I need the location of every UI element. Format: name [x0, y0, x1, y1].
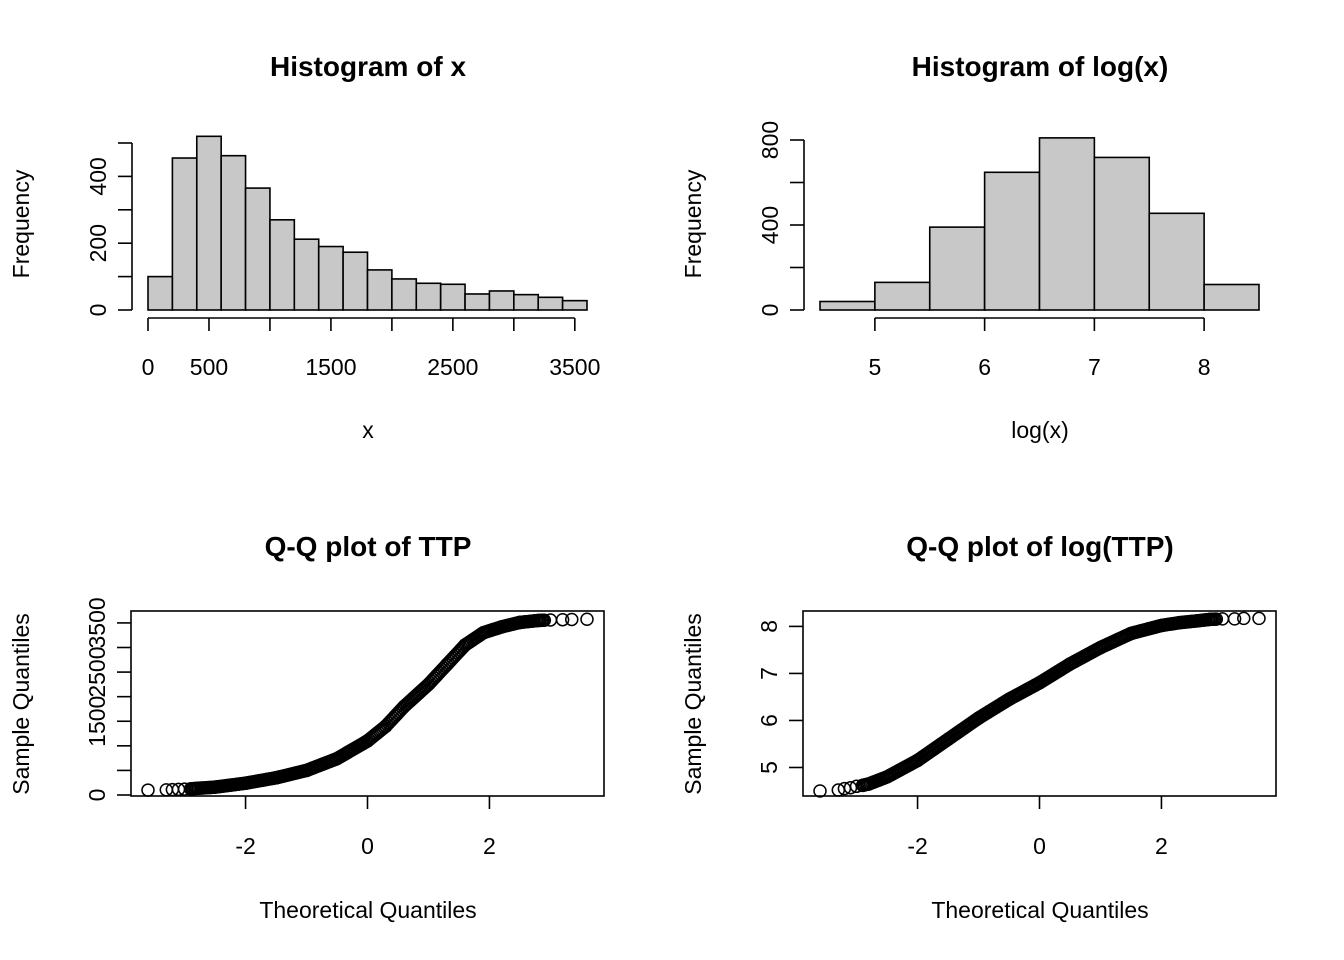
- x-axis-label: x: [362, 417, 374, 443]
- x-tick-label: -2: [907, 833, 927, 859]
- y-tick-label: 0: [84, 789, 110, 802]
- histogram-bar: [171, 157, 198, 311]
- x-axis-label: Theoretical Quantiles: [931, 897, 1148, 923]
- x-tick-label: 1500: [305, 354, 356, 380]
- y-tick-label: 6: [756, 714, 782, 727]
- qq-point: [537, 613, 552, 627]
- plot-frame: [802, 610, 1277, 797]
- x-tick-label: 8: [1198, 354, 1211, 380]
- histogram-bar: [317, 245, 344, 311]
- y-tick-label: 1500: [84, 696, 110, 747]
- y-tick-label: 0: [85, 304, 111, 317]
- qq-point: [580, 612, 594, 626]
- histogram-bar: [488, 290, 515, 311]
- histogram-bar: [1038, 137, 1096, 311]
- y-axis-label: Frequency: [8, 169, 34, 278]
- x-tick-label: 500: [190, 354, 228, 380]
- panel-qq-log-ttp: Q-Q plot of log(TTP) Theoretical Quantil…: [680, 531, 1277, 923]
- panel-histogram-x: Histogram of x x Frequency 0 500 1500 2500 3…: [8, 51, 600, 443]
- x-axis-label: Theoretical Quantiles: [259, 897, 476, 923]
- histogram-bar: [269, 219, 296, 311]
- histogram-bar: [391, 278, 418, 311]
- panel-histogram-logx: Histogram of log(x) log(x) Frequency 5 6 7…: [680, 51, 1260, 443]
- qq-point: [555, 612, 570, 627]
- y-tick-label: 5: [756, 761, 782, 774]
- histogram-bar: [1093, 156, 1151, 311]
- x-tick-label: 0: [1033, 833, 1046, 859]
- y-tick-label: 800: [757, 121, 783, 159]
- histogram-bar: [195, 135, 222, 311]
- x-tick-label: 0: [361, 833, 374, 859]
- histogram-bar: [928, 226, 986, 311]
- y-tick-label: 3500: [84, 597, 110, 648]
- histogram-bar: [439, 283, 466, 311]
- qq-point: [1227, 612, 1242, 626]
- histogram-bar: [366, 269, 393, 311]
- y-tick-label: 7: [756, 667, 782, 680]
- x-tick-label: 0: [142, 354, 155, 380]
- histogram-bar: [983, 171, 1041, 311]
- y-tick-label: 8: [756, 620, 782, 633]
- y-tick-label: 400: [85, 157, 111, 195]
- y-tick-label: 200: [85, 224, 111, 262]
- y-axis-label: Frequency: [680, 169, 706, 278]
- histogram-bar: [293, 238, 320, 311]
- x-tick-label: 5: [868, 354, 881, 380]
- y-tick-label: 2500: [84, 646, 110, 697]
- histogram-bar: [415, 282, 442, 311]
- x-axis-label: log(x): [1011, 417, 1069, 443]
- histogram-bar: [874, 281, 931, 311]
- qq-point: [141, 783, 155, 797]
- y-tick-label: 400: [757, 206, 783, 244]
- x-tick-label: 6: [978, 354, 991, 380]
- qq-point: [1209, 612, 1224, 626]
- y-axis-label: Sample Quantiles: [680, 613, 706, 795]
- qq-point: [813, 784, 827, 798]
- y-axis-label: Sample Quantiles: [8, 613, 34, 795]
- qq-point: [565, 612, 579, 627]
- chart-title: Histogram of log(x): [912, 51, 1169, 82]
- panel-qq-ttp: Q-Q plot of TTP Theoretical Quantiles Sa…: [8, 531, 605, 923]
- x-tick-label: 2500: [427, 354, 478, 380]
- qq-point: [1252, 611, 1266, 626]
- histogram-bar: [342, 251, 369, 311]
- chart-title: Histogram of x: [270, 51, 466, 82]
- histogram-bar: [220, 154, 247, 311]
- histogram-bar: [513, 293, 540, 311]
- histogram-bar: [464, 293, 491, 311]
- qq-point: [1237, 611, 1251, 626]
- histogram-bar: [244, 187, 271, 311]
- x-tick-label: 3500: [549, 354, 600, 380]
- chart-title: Q-Q plot of TTP: [265, 531, 472, 562]
- chart-title: Q-Q plot of log(TTP): [906, 531, 1173, 562]
- x-tick-label: 7: [1088, 354, 1101, 380]
- histogram-bar: [819, 300, 876, 311]
- histogram-bar: [1203, 283, 1260, 311]
- x-tick-label: 2: [483, 833, 496, 859]
- plot-frame: [130, 610, 605, 797]
- x-tick-label: 2: [1155, 833, 1168, 859]
- histogram-bar: [561, 299, 588, 311]
- y-tick-label: 0: [757, 304, 783, 317]
- histogram-bar: [147, 275, 174, 311]
- histogram-bar: [537, 296, 564, 311]
- x-tick-label: -2: [235, 833, 255, 859]
- histogram-bar: [1148, 212, 1205, 311]
